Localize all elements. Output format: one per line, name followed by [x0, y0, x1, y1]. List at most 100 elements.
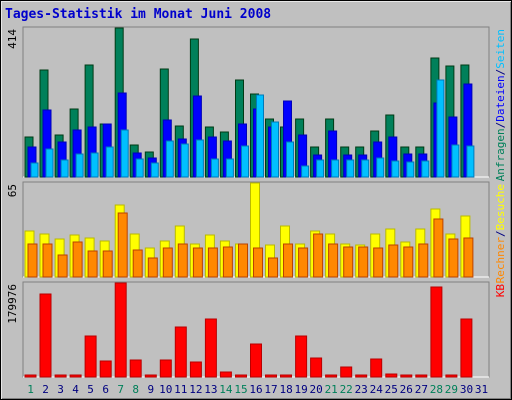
- bar-rechner-day-5: [87, 250, 98, 278]
- panel-bottom: 179976 KB: [6, 281, 507, 378]
- day-label: 5: [87, 383, 94, 396]
- bar-kb-day-24: [370, 358, 383, 378]
- legend-entry: /: [494, 69, 507, 76]
- bar-rechner-day-20: [313, 233, 324, 278]
- bar-kb-day-29: [445, 374, 458, 378]
- bar-seiten-day-11: [180, 143, 189, 178]
- bar-kb-day-27: [415, 374, 428, 378]
- bar-kb-day-26: [400, 374, 413, 378]
- day-label: 9: [147, 383, 154, 396]
- bar-seiten-day-12: [195, 139, 204, 178]
- bar-rechner-day-1: [27, 243, 38, 278]
- bar-kb-day-22: [340, 366, 353, 378]
- bar-seiten-day-26: [406, 161, 415, 178]
- day-label: 1: [27, 383, 34, 396]
- bar-kb-day-28: [430, 286, 443, 378]
- bar-rechner-day-26: [403, 246, 414, 278]
- legend-entry: /: [494, 230, 507, 237]
- bar-kb-day-8: [129, 359, 142, 378]
- bar-kb-day-11: [174, 326, 187, 378]
- bar-rechner-day-29: [448, 238, 459, 278]
- day-label: 21: [325, 383, 338, 396]
- day-label: 26: [400, 383, 413, 396]
- bar-seiten-day-7: [120, 129, 129, 178]
- bar-seiten-day-17: [271, 121, 279, 178]
- bar-rechner-day-12: [192, 247, 203, 278]
- day-label: 30: [460, 383, 473, 396]
- bar-kb-day-15: [235, 374, 247, 378]
- bar-seiten-day-25: [391, 160, 400, 178]
- axis-max-label-top: 414: [6, 29, 19, 49]
- legend-middle: Rechner/Besuche: [494, 184, 507, 283]
- chart-title: Tages-Statistik im Monat Juni 2008: [5, 7, 271, 22]
- bar-kb-day-12: [189, 361, 202, 378]
- bar-kb-day-5: [84, 335, 97, 378]
- bar-rechner-day-2: [42, 243, 53, 278]
- legend-top: Anfragen/Dateien/Seiten: [494, 29, 507, 181]
- bar-seiten-day-3: [60, 159, 69, 178]
- day-label: 20: [309, 383, 322, 396]
- bar-kb-day-4: [69, 374, 82, 378]
- bar-kb-day-18: [280, 374, 292, 378]
- day-label: 16: [249, 383, 262, 396]
- bar-kb-day-21: [325, 374, 338, 378]
- day-label: 8: [132, 383, 139, 396]
- bar-rechner-day-24: [373, 247, 384, 278]
- bar-seiten-day-23: [361, 159, 370, 178]
- bar-rechner-day-23: [358, 246, 369, 278]
- bar-kb-day-10: [159, 359, 172, 378]
- day-label: 11: [174, 383, 187, 396]
- day-label: 6: [102, 383, 109, 396]
- bar-seiten-day-24: [376, 157, 385, 178]
- bar-kb-day-7: [114, 282, 127, 378]
- day-label: 13: [204, 383, 217, 396]
- bar-kb-day-20: [310, 357, 323, 378]
- legend-entry: KB: [494, 284, 507, 298]
- bar-seiten-day-21: [331, 159, 340, 178]
- day-label: 22: [340, 383, 353, 396]
- bar-kb-day-14: [219, 371, 232, 378]
- panel-middle: 65 Rechner/Besuche: [6, 181, 507, 283]
- bar-rechner-day-16: [253, 247, 263, 278]
- bar-kb-day-1: [24, 374, 37, 378]
- bar-seiten-day-2: [45, 148, 54, 178]
- axis-max-label-bottom: 179976: [6, 284, 19, 324]
- legend-entry: /: [494, 122, 507, 129]
- bar-seiten-day-6: [105, 146, 114, 178]
- day-label: 15: [234, 383, 247, 396]
- chart-panels: 414 Anfragen/Dateien/Seiten65Rechner/Besu…: [6, 26, 507, 378]
- bar-rechner-day-4: [72, 241, 83, 278]
- bar-kb-day-17: [265, 374, 277, 378]
- bar-seiten-day-18: [286, 141, 294, 178]
- bar-seiten-day-20: [316, 159, 325, 178]
- legend-entry: Rechner: [494, 237, 507, 284]
- bar-rechner-day-15: [238, 243, 248, 278]
- bar-kb-day-6: [99, 360, 112, 378]
- day-label: 4: [72, 383, 79, 396]
- bar-kb-day-19: [295, 335, 308, 378]
- day-label: 10: [159, 383, 172, 396]
- panel-top: 414 Anfragen/Dateien/Seiten: [6, 26, 507, 181]
- day-label: 14: [219, 383, 233, 396]
- bar-rechner-day-30: [463, 237, 474, 278]
- day-label: 28: [430, 383, 443, 396]
- bar-rechner-day-21: [328, 243, 339, 278]
- day-label: 24: [370, 383, 384, 396]
- bar-kb-day-25: [385, 373, 398, 378]
- bar-rechner-day-9: [147, 257, 158, 278]
- bar-seiten-day-22: [346, 159, 355, 178]
- day-label: 31: [475, 383, 488, 396]
- bar-seiten-day-14: [225, 158, 234, 178]
- day-label: 29: [445, 383, 458, 396]
- bar-rechner-day-18: [283, 243, 293, 278]
- bar-rechner-day-28: [433, 218, 444, 278]
- series-rechner: [27, 212, 474, 278]
- bar-seiten-day-13: [210, 158, 219, 178]
- bar-kb-day-13: [204, 318, 217, 378]
- bar-rechner-day-11: [177, 243, 188, 278]
- bar-seiten-day-16: [256, 94, 264, 178]
- bar-rechner-day-7: [117, 212, 128, 278]
- bar-kb-day-16: [250, 343, 262, 378]
- bar-seiten-day-19: [301, 165, 310, 178]
